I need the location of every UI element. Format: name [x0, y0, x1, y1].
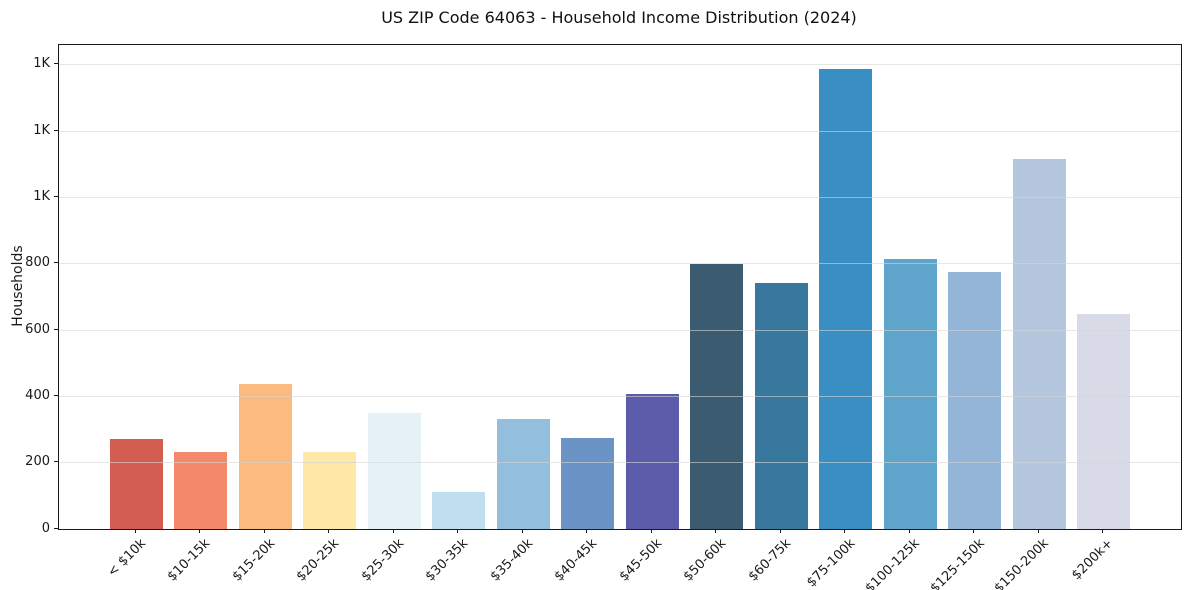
- x-tick-label: $10-15k: [164, 536, 214, 585]
- bar: [239, 384, 292, 529]
- y-tick-mark: [54, 394, 58, 396]
- x-tick-label: $35-40k: [487, 536, 536, 585]
- x-tick-label: $60-75k: [745, 536, 794, 585]
- y-tick-mark: [54, 461, 58, 463]
- bar: [819, 69, 872, 529]
- x-tick-label: $50-60k: [680, 536, 730, 585]
- plot-area: [58, 44, 1182, 530]
- y-tick-label: 800: [25, 255, 50, 271]
- x-tick-label: $150-200k: [991, 536, 1053, 590]
- x-tick-label: $40-45k: [551, 536, 601, 585]
- bar: [884, 259, 937, 529]
- bar: [432, 492, 485, 529]
- x-tick-label: $45-50k: [616, 536, 665, 585]
- y-tick-label: 200: [25, 454, 50, 470]
- x-tick-mark: [715, 529, 717, 533]
- x-tick-label: $200k+: [1069, 536, 1117, 584]
- y-tick-mark: [54, 195, 58, 197]
- gridline: [59, 130, 1181, 132]
- gridline: [59, 329, 1181, 331]
- x-tick-mark: [586, 529, 588, 533]
- x-tick-mark: [328, 529, 330, 533]
- chart-title: US ZIP Code 64063 - Household Income Dis…: [381, 8, 857, 27]
- bar: [174, 452, 227, 529]
- bar: [561, 438, 614, 529]
- y-tick-mark: [54, 129, 58, 131]
- x-tick-label: $15-20k: [229, 536, 278, 585]
- x-tick-mark: [1102, 529, 1104, 533]
- x-tick-mark: [521, 529, 523, 533]
- y-tick-mark: [54, 63, 58, 65]
- y-tick-label: 1K: [33, 188, 50, 204]
- x-tick-label: $125-150k: [927, 536, 988, 590]
- x-tick-mark: [392, 529, 394, 533]
- bar: [755, 283, 808, 529]
- bar: [626, 394, 679, 529]
- x-tick-mark: [908, 529, 910, 533]
- x-tick-label: $75-100k: [804, 536, 859, 590]
- bar: [1077, 314, 1130, 529]
- x-tick-mark: [134, 529, 136, 533]
- x-tick-label: $20-25k: [293, 536, 343, 585]
- bar: [303, 452, 356, 529]
- gridline: [59, 462, 1181, 464]
- x-tick-label: $25-30k: [358, 536, 407, 585]
- y-tick-mark: [54, 527, 58, 529]
- bar: [368, 413, 421, 529]
- y-tick-mark: [54, 262, 58, 264]
- y-tick-label: 600: [25, 321, 50, 337]
- y-tick-label: 0: [41, 520, 50, 536]
- x-tick-label: < $10k: [104, 536, 149, 581]
- gridline: [59, 196, 1181, 198]
- x-tick-mark: [973, 529, 975, 533]
- y-tick-label: 1K: [33, 122, 50, 138]
- x-tick-mark: [1037, 529, 1039, 533]
- x-tick-mark: [263, 529, 265, 533]
- x-tick-mark: [779, 529, 781, 533]
- x-tick-mark: [457, 529, 459, 533]
- y-tick-label: 400: [25, 387, 50, 403]
- y-tick-mark: [54, 328, 58, 330]
- gridline: [59, 395, 1181, 397]
- x-tick-mark: [844, 529, 846, 533]
- y-tick-label: 1K: [33, 56, 50, 72]
- bar: [948, 272, 1001, 529]
- gridline: [59, 64, 1181, 66]
- gridline: [59, 263, 1181, 265]
- bar: [110, 439, 163, 529]
- x-tick-mark: [199, 529, 201, 533]
- bar: [1013, 159, 1066, 529]
- bar: [497, 419, 550, 529]
- x-tick-label: $100-125k: [862, 536, 924, 590]
- x-tick-mark: [650, 529, 652, 533]
- x-tick-label: $30-35k: [422, 536, 472, 585]
